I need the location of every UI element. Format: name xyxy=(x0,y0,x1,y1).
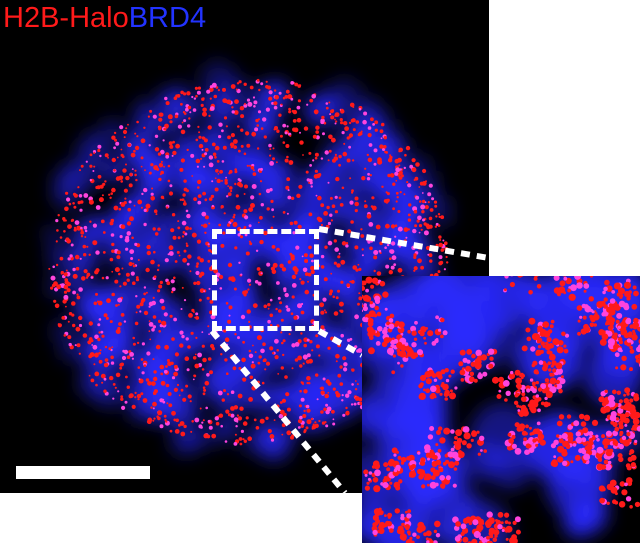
magnified-inset xyxy=(362,276,640,543)
inset-h2b-halo-signal xyxy=(362,276,640,543)
inset-image xyxy=(362,276,640,543)
channel-labels: H2B-HaloBRD4 xyxy=(3,1,206,35)
h2b-halo-label: H2B-Halo xyxy=(3,2,129,34)
brd4-label: BRD4 xyxy=(128,2,207,34)
scale-bar xyxy=(16,466,150,479)
dashed-roi-box xyxy=(212,229,319,331)
